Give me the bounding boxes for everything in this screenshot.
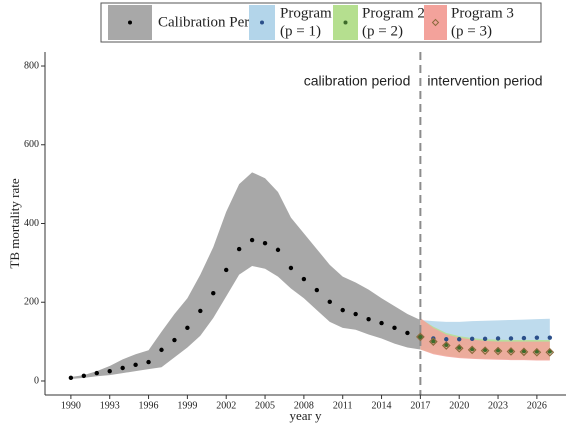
- legend-box: [100, 2, 542, 43]
- y-tick-label: 800: [24, 60, 39, 71]
- marker: [467, 345, 477, 355]
- marker: [133, 362, 138, 368]
- marker: [379, 320, 384, 326]
- x-tick-label: 1996: [139, 400, 159, 411]
- marker: [340, 307, 345, 313]
- marker: [457, 337, 462, 342]
- x-tick-label: 2017: [410, 400, 430, 411]
- band: [420, 317, 550, 361]
- marker: [534, 335, 540, 340]
- marker: [508, 336, 514, 341]
- marker: [521, 335, 527, 341]
- band: [70, 172, 421, 380]
- marker: [493, 346, 503, 356]
- x-tick-label: 2008: [294, 400, 314, 411]
- marker: [454, 343, 464, 353]
- x-axis-label: year y: [289, 408, 322, 423]
- marker: [236, 246, 242, 252]
- marker: [159, 347, 164, 353]
- x-tick-label: 1990: [61, 400, 81, 411]
- marker: [353, 311, 358, 317]
- marker: [519, 347, 529, 357]
- legend-label: Program 1: [280, 5, 343, 21]
- marker: [495, 336, 501, 341]
- marker: [146, 359, 151, 365]
- marker: [249, 237, 255, 243]
- annotation: intervention period: [427, 73, 542, 89]
- x-tick-label: 2005: [255, 400, 275, 411]
- marker: [431, 339, 436, 344]
- x-tick-label: 2011: [333, 400, 353, 411]
- marker: [314, 287, 320, 293]
- marker: [547, 335, 553, 340]
- marker: [301, 276, 307, 282]
- marker: [532, 347, 542, 357]
- marker: [418, 334, 423, 340]
- x-tick-label: 2026: [527, 400, 547, 411]
- marker: [405, 330, 410, 336]
- legend-label: Calibration Period: [158, 14, 269, 30]
- marker: [327, 299, 332, 305]
- legend-marker: [343, 20, 348, 25]
- marker: [262, 240, 268, 246]
- marker: [480, 346, 490, 356]
- marker: [185, 325, 190, 331]
- y-tick-label: 600: [24, 139, 39, 150]
- annotation: calibration period: [304, 73, 411, 89]
- marker: [211, 290, 216, 296]
- marker: [428, 337, 438, 346]
- y-axis-label: TB mortality rate: [7, 178, 22, 268]
- y-tick-label: 200: [24, 297, 39, 308]
- x-tick-label: 2020: [449, 400, 469, 411]
- legend-marker: [260, 20, 264, 25]
- legend-label: (p = 2): [362, 23, 403, 39]
- marker: [224, 267, 229, 273]
- x-tick-label: 1993: [100, 400, 120, 411]
- marker: [68, 375, 74, 381]
- marker: [482, 336, 488, 342]
- marker: [416, 332, 425, 342]
- marker: [275, 247, 281, 253]
- legend: Calibration Period Program 1 (p = 1) Progra…: [100, 2, 542, 43]
- y-tick-label: 0: [34, 375, 39, 386]
- marker: [94, 370, 99, 376]
- marker: [506, 347, 516, 356]
- marker: [107, 368, 112, 374]
- x-tick-label: 2023: [488, 400, 508, 411]
- legend-marker: [431, 18, 440, 27]
- marker: [441, 341, 451, 350]
- marker: [198, 308, 203, 314]
- marker: [172, 337, 177, 343]
- legend-marker: [128, 20, 132, 25]
- marker: [366, 316, 371, 322]
- marker: [545, 347, 555, 357]
- x-tick-label: 1999: [177, 400, 197, 411]
- marker: [392, 325, 397, 331]
- y-tick-label: 400: [24, 218, 39, 229]
- marker: [120, 365, 125, 371]
- legend-label: (p = 3): [451, 23, 492, 39]
- legend-label: (p = 1): [280, 23, 321, 39]
- x-tick-label: 2014: [372, 400, 392, 411]
- legend-label: Program 3: [451, 5, 514, 21]
- legend-swatch: [424, 5, 447, 40]
- marker: [469, 336, 475, 342]
- marker: [288, 265, 294, 271]
- marker: [444, 337, 449, 342]
- marker: [81, 373, 87, 379]
- x-tick-label: 2002: [216, 400, 236, 411]
- legend-label: Program 2: [362, 5, 425, 21]
